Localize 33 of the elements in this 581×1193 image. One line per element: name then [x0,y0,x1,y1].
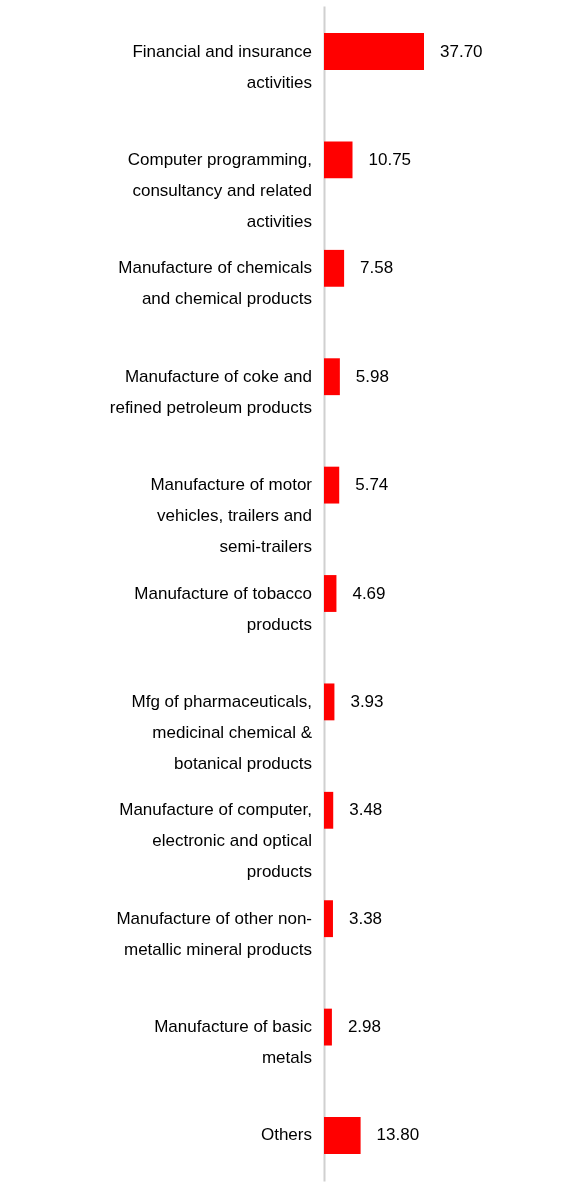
data-label: 37.70 [440,41,483,61]
bar [324,141,353,179]
y-tick-label: Mfg of pharmaceuticals, medicinal chemical & botanical products [131,691,313,773]
bar [324,575,337,612]
y-tick-label: Manufacture of chemicals and chemical products [118,258,312,309]
data-label: 3.93 [350,691,384,711]
data-label: 13.80 [376,1125,420,1145]
y-tick-label: Manufacture of basic metals [154,1017,313,1068]
y-tick-label: Manufacture of other non-metallic mineral products [116,908,312,959]
bar [324,466,340,504]
y-tick-label: Financial and insurance activities [132,41,312,92]
data-label: 2.98 [347,1017,381,1037]
bar [324,1117,361,1154]
y-tick-label: Manufacture of motor vehicles, trailers and semi-trailers [150,475,313,557]
data-label: 5.74 [355,475,389,495]
bar [324,900,333,938]
data-label: 10.75 [368,149,412,169]
bar [324,1008,332,1046]
data-label: 3.48 [349,800,383,820]
y-tick-label: Computer programming, consultancy and related activities [127,149,312,231]
y-tick-label: Others [260,1125,312,1145]
bar [324,33,424,70]
bar [324,683,335,721]
data-label: 5.98 [355,366,389,386]
data-label: 3.38 [348,908,383,928]
y-tick-label: Manufacture of computer, electronic and optical products [119,800,312,882]
bar [324,791,334,829]
y-tick-label: Manufacture of coke and refined petroleum products [109,366,312,417]
data-label: 4.69 [352,583,386,603]
y-tick-label: Manufacture of tobacco products [134,583,312,634]
bar [324,358,340,396]
data-label: 7.58 [360,258,394,278]
bar [324,249,345,287]
